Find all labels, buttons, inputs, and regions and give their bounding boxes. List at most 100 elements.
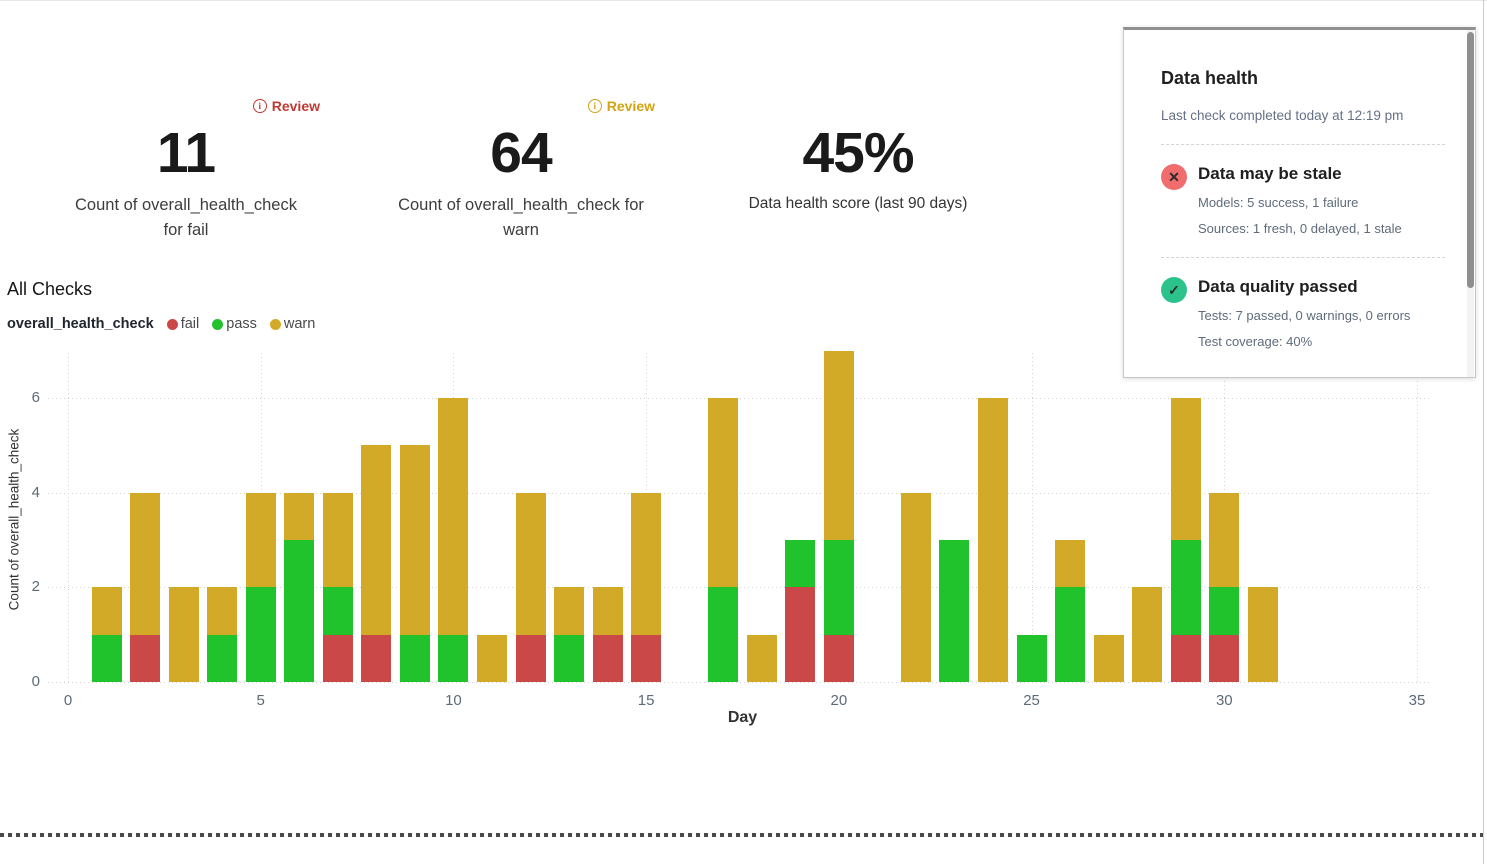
bar-day-31[interactable] (1247, 587, 1278, 682)
bar-day-28[interactable] (1132, 587, 1163, 682)
bar-segment-warn[interactable] (823, 350, 854, 540)
bar-day-2[interactable] (130, 492, 161, 682)
y-tick-label: 6 (31, 389, 40, 407)
bar-segment-pass[interactable] (785, 540, 816, 588)
status-item-stale: ✕ Data may be stale Models: 5 success, 1… (1161, 164, 1445, 236)
review-link-warn[interactable]: i Review (587, 98, 655, 114)
bar-day-3[interactable] (168, 587, 199, 682)
bar-day-20[interactable] (823, 350, 854, 682)
bar-segment-pass[interactable] (1055, 587, 1086, 682)
bar-day-18[interactable] (746, 634, 777, 682)
bar-segment-fail[interactable] (592, 634, 623, 682)
bar-segment-warn[interactable] (91, 587, 122, 635)
bar-day-4[interactable] (207, 587, 238, 682)
bar-segment-warn[interactable] (592, 587, 623, 635)
bar-segment-fail[interactable] (1209, 634, 1240, 682)
bar-segment-warn[interactable] (631, 492, 662, 635)
bar-segment-warn[interactable] (361, 445, 392, 635)
bar-segment-pass[interactable] (438, 634, 469, 682)
bar-segment-pass[interactable] (823, 540, 854, 635)
bar-segment-warn[interactable] (322, 492, 353, 588)
bar-segment-warn[interactable] (284, 492, 315, 540)
bar-segment-pass[interactable] (1016, 634, 1047, 682)
bar-segment-warn[interactable] (207, 587, 238, 635)
bar-segment-warn[interactable] (168, 587, 199, 682)
bar-day-13[interactable] (554, 587, 585, 682)
bar-segment-pass[interactable] (1209, 587, 1240, 635)
bar-day-10[interactable] (438, 398, 469, 682)
bar-segment-fail[interactable] (361, 634, 392, 682)
bar-day-25[interactable] (1016, 634, 1047, 682)
panel-scrollbar[interactable] (1467, 32, 1474, 288)
bar-segment-pass[interactable] (245, 587, 276, 682)
bar-segment-fail[interactable] (631, 634, 662, 682)
review-row-empty (698, 96, 1018, 116)
review-link-fail[interactable]: i Review (252, 98, 320, 114)
bar-segment-warn[interactable] (515, 492, 546, 635)
bar-segment-warn[interactable] (978, 398, 1009, 682)
bar-day-29[interactable] (1170, 398, 1201, 682)
chart-title: All Checks (7, 279, 93, 299)
bar-segment-pass[interactable] (322, 587, 353, 635)
bar-day-9[interactable] (399, 445, 430, 682)
x-tick-label: 25 (1023, 692, 1040, 709)
bar-segment-pass[interactable] (939, 540, 970, 682)
bar-day-22[interactable] (900, 492, 931, 682)
check-circle-icon: ✓ (1161, 277, 1187, 303)
bar-segment-fail[interactable] (322, 634, 353, 682)
bar-segment-warn[interactable] (1093, 634, 1124, 682)
bar-segment-pass[interactable] (708, 587, 739, 682)
bar-segment-warn[interactable] (1247, 587, 1278, 682)
gridline-horizontal (48, 492, 1430, 494)
bar-segment-pass[interactable] (1170, 540, 1201, 635)
bar-segment-pass[interactable] (399, 634, 430, 682)
bar-segment-warn[interactable] (1055, 540, 1086, 588)
bar-segment-fail[interactable] (1170, 634, 1201, 682)
status-coverage-line: Test coverage: 40% (1198, 334, 1313, 349)
bar-day-6[interactable] (284, 492, 315, 682)
bar-segment-warn[interactable] (554, 587, 585, 635)
bar-day-12[interactable] (515, 492, 546, 682)
bar-segment-pass[interactable] (284, 540, 315, 682)
bar-day-15[interactable] (631, 492, 662, 682)
bar-day-7[interactable] (322, 492, 353, 682)
bar-segment-fail[interactable] (785, 587, 816, 682)
bar-segment-warn[interactable] (1209, 492, 1240, 588)
bar-day-1[interactable] (91, 587, 122, 682)
legend-item-warn[interactable]: warn (269, 316, 315, 332)
bar-day-23[interactable] (939, 540, 970, 682)
bar-day-19[interactable] (785, 540, 816, 682)
legend-item-pass[interactable]: pass (212, 316, 257, 332)
bar-day-30[interactable] (1209, 492, 1240, 682)
bar-day-11[interactable] (476, 634, 507, 682)
bar-day-24[interactable] (978, 398, 1009, 682)
bar-segment-pass[interactable] (207, 634, 238, 682)
bar-segment-warn[interactable] (746, 634, 777, 682)
bar-segment-fail[interactable] (130, 634, 161, 682)
bar-day-5[interactable] (245, 492, 276, 682)
bar-segment-warn[interactable] (476, 634, 507, 682)
bar-segment-warn[interactable] (708, 398, 739, 588)
bar-day-17[interactable] (708, 398, 739, 682)
bar-day-27[interactable] (1093, 634, 1124, 682)
bar-segment-warn[interactable] (245, 492, 276, 588)
legend-item-fail[interactable]: fail (166, 316, 200, 332)
bar-segment-warn[interactable] (1170, 398, 1201, 540)
bar-segment-fail[interactable] (515, 634, 546, 682)
bar-segment-warn[interactable] (1132, 587, 1163, 682)
bar-day-8[interactable] (361, 445, 392, 682)
bar-segment-pass[interactable] (554, 634, 585, 682)
bar-segment-fail[interactable] (823, 634, 854, 682)
legend-label-fail: fail (180, 316, 200, 332)
bar-day-26[interactable] (1055, 540, 1086, 682)
bar-segment-warn[interactable] (438, 398, 469, 635)
y-tick-label: 0 (31, 673, 40, 690)
legend-label-pass: pass (226, 316, 257, 332)
bar-segment-warn[interactable] (130, 492, 161, 635)
bar-segment-warn[interactable] (399, 445, 430, 635)
bar-day-14[interactable] (592, 587, 623, 682)
bar-segment-warn[interactable] (900, 492, 931, 682)
bar-segment-pass[interactable] (91, 634, 122, 682)
stacked-bar-chart: Count of overall_health_check Day 0 2 4 6 0 5… (0, 345, 1487, 745)
gridline-horizontal (48, 398, 1430, 400)
